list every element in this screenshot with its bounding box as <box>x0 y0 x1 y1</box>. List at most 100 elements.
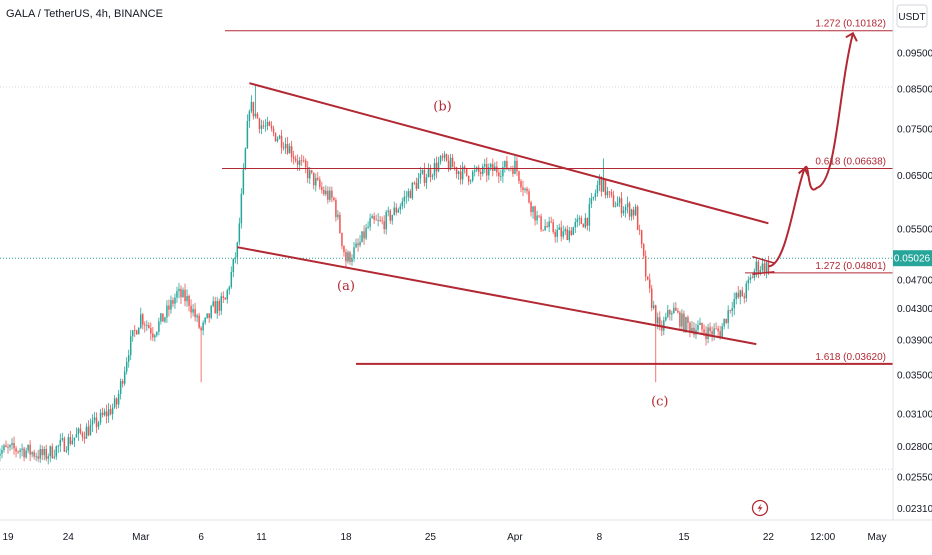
candle <box>129 329 132 361</box>
currency-button[interactable]: USDT <box>896 4 928 28</box>
candle <box>665 312 667 322</box>
candle <box>39 444 41 464</box>
candle <box>445 153 448 162</box>
candle <box>638 224 641 235</box>
candle <box>405 190 408 204</box>
candle <box>403 190 406 209</box>
candle <box>162 313 164 322</box>
candle <box>61 432 64 442</box>
candle <box>449 153 452 171</box>
candle <box>423 162 426 187</box>
candle <box>699 317 701 326</box>
candle <box>467 175 470 186</box>
candle <box>93 412 96 424</box>
candle <box>548 216 550 233</box>
candle <box>492 158 494 177</box>
candle <box>200 326 202 383</box>
candle <box>300 154 303 166</box>
candle <box>512 165 514 177</box>
candle <box>381 216 383 225</box>
candle <box>75 427 78 438</box>
candle <box>15 445 17 458</box>
candle <box>21 443 23 457</box>
candle <box>614 201 617 208</box>
candle <box>679 310 681 330</box>
candle <box>258 117 261 134</box>
candle <box>282 142 285 151</box>
candle <box>254 84 257 119</box>
candle <box>91 414 94 432</box>
candle <box>87 420 90 437</box>
candle <box>675 302 677 311</box>
candle <box>304 158 307 174</box>
time-axis[interactable]: 19 24 Mar 6 11 18 25 Apr 8 15 22 12:00 May <box>2 532 886 543</box>
candle <box>516 156 518 176</box>
candle <box>705 326 707 346</box>
candle <box>276 136 279 143</box>
time-tick-label: 11 <box>256 532 267 543</box>
candle <box>502 161 504 183</box>
candle <box>669 309 671 321</box>
candle <box>166 300 168 323</box>
candle <box>198 312 200 330</box>
projected-path <box>768 33 854 268</box>
candle <box>133 325 136 337</box>
price-tick-label: 0.02310 <box>897 504 932 515</box>
candle <box>451 154 454 168</box>
candle <box>65 446 68 454</box>
candle <box>655 304 657 383</box>
candle <box>395 203 397 216</box>
candle <box>264 119 267 132</box>
candle <box>375 214 377 221</box>
candle <box>270 121 273 132</box>
candle <box>9 444 11 451</box>
candle <box>425 173 428 189</box>
candle <box>47 453 49 465</box>
candle <box>379 216 381 222</box>
candle <box>477 164 480 177</box>
candle <box>121 378 124 388</box>
candle <box>180 285 182 305</box>
candle <box>343 245 345 257</box>
candle <box>222 291 224 304</box>
candle <box>564 226 566 236</box>
candle <box>524 187 526 193</box>
candle <box>290 140 293 163</box>
candle <box>278 134 281 140</box>
candle <box>765 261 768 279</box>
candle <box>127 349 130 368</box>
candle <box>626 196 629 214</box>
candle <box>743 292 746 304</box>
price-tick-label: 0.08500 <box>897 84 932 95</box>
candle <box>365 223 367 241</box>
candle <box>210 304 212 320</box>
candle <box>357 238 359 252</box>
candle <box>5 440 7 448</box>
candle <box>401 197 404 210</box>
candle <box>206 313 208 319</box>
currency-label: USDT <box>898 12 925 23</box>
candle <box>683 310 685 333</box>
candle <box>182 287 184 298</box>
wave-label: (a) <box>337 279 355 294</box>
candle <box>29 440 31 462</box>
candle <box>331 186 333 203</box>
time-tick-label: 15 <box>678 532 690 543</box>
currency-button-frame <box>896 4 928 28</box>
candle <box>248 109 251 128</box>
time-tick-label: May <box>868 532 887 543</box>
price-axis[interactable]: 0.09500 0.08500 0.07500 0.06500 0.05500 0.047… <box>897 49 932 516</box>
candle <box>554 229 556 243</box>
lightning-icon[interactable] <box>751 499 769 517</box>
candle <box>520 179 522 193</box>
candle <box>146 320 148 331</box>
candle <box>532 206 534 219</box>
price-tick-label: 0.06500 <box>897 171 932 182</box>
candle <box>715 322 717 330</box>
candle <box>737 286 739 299</box>
current-price-tag-background <box>893 250 932 267</box>
candle <box>192 304 194 317</box>
candle <box>534 205 536 226</box>
